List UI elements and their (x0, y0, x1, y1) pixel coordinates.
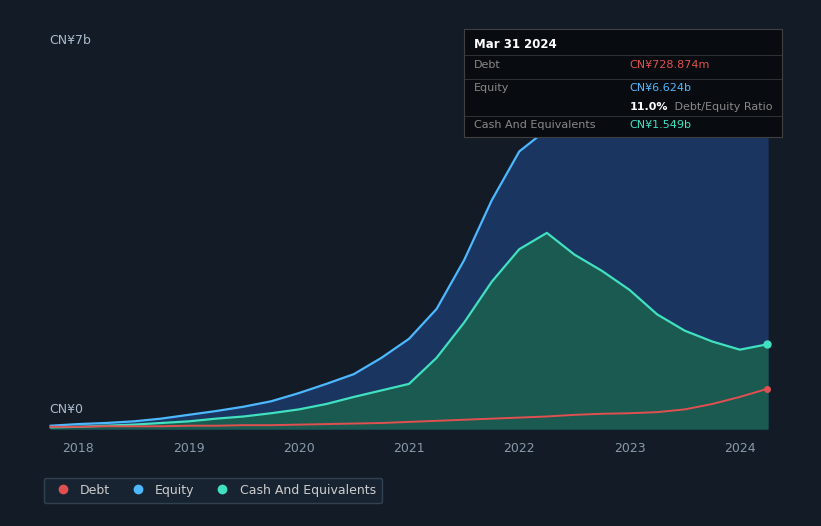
Legend: Debt, Equity, Cash And Equivalents: Debt, Equity, Cash And Equivalents (44, 478, 382, 503)
Text: CN¥6.624b: CN¥6.624b (630, 83, 691, 94)
Text: Mar 31 2024: Mar 31 2024 (474, 38, 557, 51)
Text: CN¥0: CN¥0 (49, 403, 83, 417)
Text: Debt/Equity Ratio: Debt/Equity Ratio (671, 102, 772, 112)
Text: Cash And Equivalents: Cash And Equivalents (474, 120, 595, 130)
Text: CN¥728.874m: CN¥728.874m (630, 59, 709, 69)
Text: CN¥7b: CN¥7b (49, 34, 91, 46)
Text: Equity: Equity (474, 83, 509, 94)
Text: Debt: Debt (474, 59, 501, 69)
Text: CN¥1.549b: CN¥1.549b (630, 120, 691, 130)
Text: 11.0%: 11.0% (630, 102, 667, 112)
